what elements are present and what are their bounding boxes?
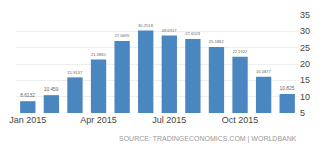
svg-text:35: 35	[300, 10, 310, 20]
svg-text:20: 20	[300, 59, 310, 69]
svg-text:Jul 2015: Jul 2015	[152, 115, 186, 125]
svg-text:8.6132: 8.6132	[20, 93, 35, 98]
svg-text:27.0695: 27.0695	[114, 33, 130, 38]
svg-text:10: 10	[300, 92, 310, 102]
svg-text:Oct 2015: Oct 2015	[222, 115, 259, 125]
svg-text:5: 5	[300, 108, 305, 118]
svg-text:30.2518: 30.2518	[138, 23, 154, 28]
svg-text:15.9137: 15.9137	[67, 70, 83, 75]
svg-text:22.1922: 22.1922	[232, 49, 248, 54]
svg-text:27.6523: 27.6523	[185, 31, 201, 36]
svg-text:SOURCE: TRADINGECONOMICS.COM |: SOURCE: TRADINGECONOMICS.COM | WORLDBANK	[119, 135, 297, 143]
svg-text:15: 15	[300, 75, 310, 85]
svg-text:10.459: 10.459	[44, 87, 59, 92]
svg-text:Jan 2015: Jan 2015	[9, 115, 46, 125]
svg-text:25.1882: 25.1882	[209, 39, 225, 44]
svg-text:21.3865: 21.3865	[91, 52, 107, 57]
svg-text:28.6917: 28.6917	[162, 28, 178, 33]
svg-text:Apr 2015: Apr 2015	[80, 115, 117, 125]
svg-text:30: 30	[300, 26, 310, 36]
svg-text:25: 25	[300, 43, 310, 53]
svg-text:10.825: 10.825	[280, 86, 295, 91]
svg-text:16.0877: 16.0877	[256, 69, 272, 74]
